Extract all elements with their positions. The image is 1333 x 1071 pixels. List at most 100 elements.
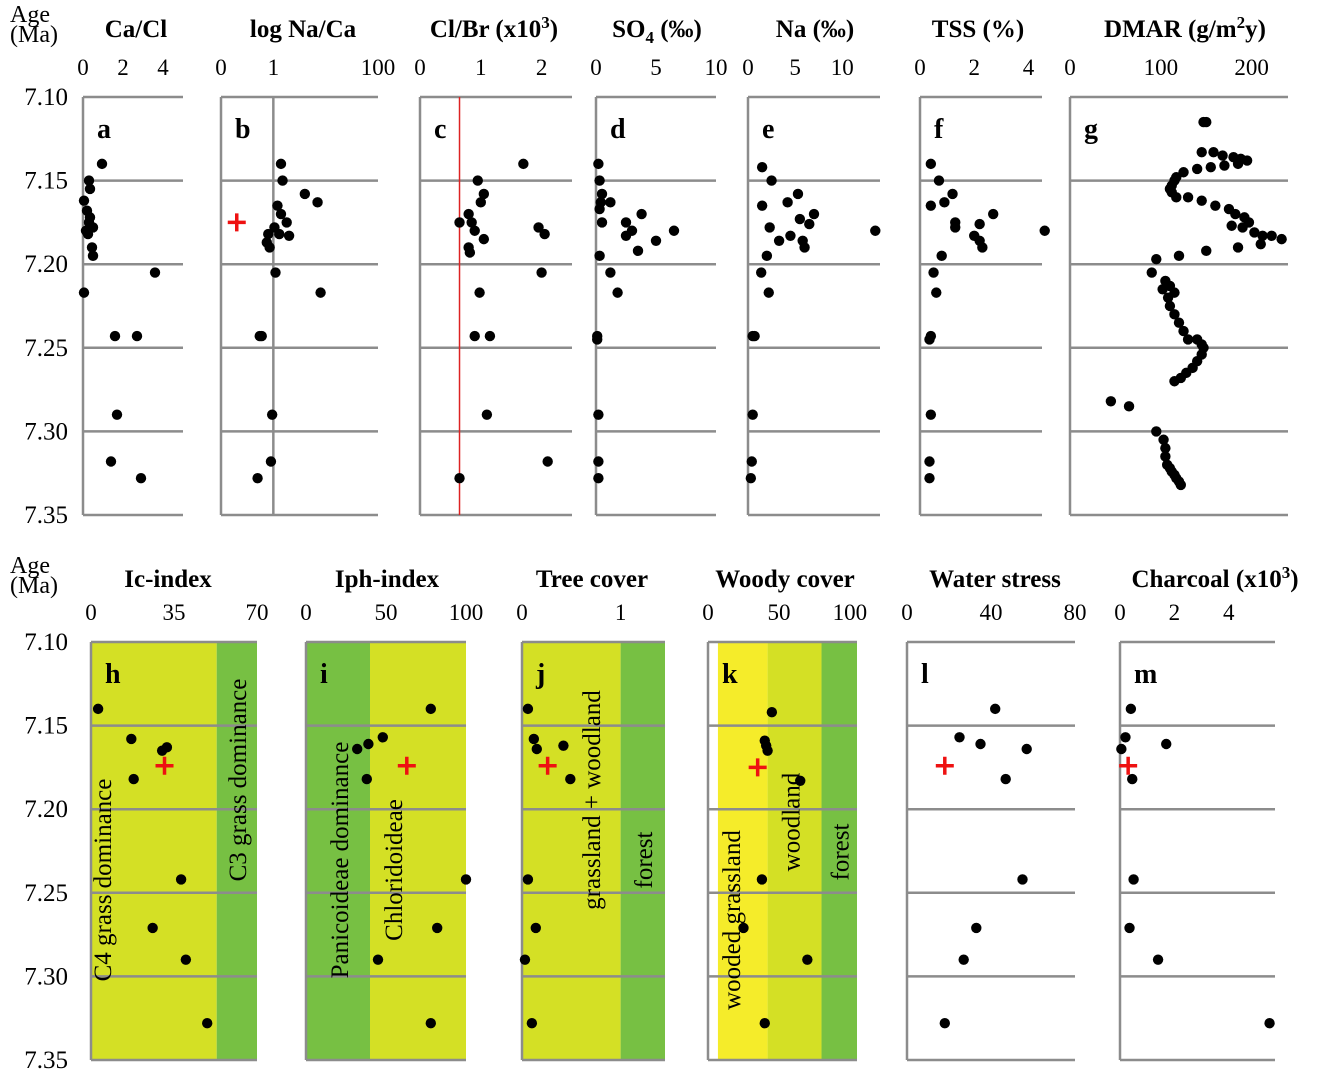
- data-point: [202, 1018, 213, 1029]
- data-point: [1182, 192, 1194, 203]
- title-tail: y): [1245, 16, 1266, 43]
- x-tick-label: 0: [742, 55, 754, 80]
- panel-letter: m: [1134, 659, 1157, 690]
- data-point: [1208, 146, 1219, 158]
- x-tick-label: 2: [117, 55, 129, 80]
- data-point: [947, 188, 958, 200]
- data-point: [82, 228, 94, 240]
- data-point: [454, 473, 465, 484]
- data-point: [766, 175, 777, 186]
- panel-letter: h: [105, 659, 121, 690]
- data-point: [650, 235, 662, 246]
- title-tail: ): [550, 16, 558, 43]
- data-point: [126, 733, 137, 745]
- title-text: Iph-index: [335, 566, 440, 593]
- x-tick-label: 0: [300, 600, 312, 625]
- panel-letter: e: [762, 114, 774, 145]
- data-point: [1162, 292, 1174, 303]
- title-text: Woody cover: [715, 566, 855, 593]
- data-point: [936, 250, 947, 262]
- data-point: [531, 743, 542, 755]
- data-point: [596, 188, 608, 200]
- data-point: [925, 409, 937, 420]
- data-point: [1127, 773, 1138, 785]
- title-text: Water stress: [929, 566, 1061, 593]
- data-point: [522, 874, 534, 885]
- data-point: [1120, 732, 1131, 743]
- data-point: [1241, 155, 1253, 166]
- data-point: [593, 456, 604, 467]
- data-point: [87, 250, 99, 262]
- data-point: [1039, 225, 1050, 236]
- data-point: [933, 175, 945, 186]
- y-tick-label: 7.10: [24, 629, 68, 656]
- x-tick-label: 100: [361, 55, 396, 80]
- data-point: [620, 230, 632, 241]
- data-point: [1105, 396, 1117, 407]
- data-point: [593, 158, 604, 170]
- data-point: [128, 773, 139, 785]
- zone-label: Panicoideae dominance: [327, 742, 354, 979]
- y-tick-label: 7.15: [24, 713, 68, 740]
- data-point: [762, 745, 773, 756]
- data-point: [1217, 150, 1228, 161]
- panel-title: Woody cover: [715, 566, 855, 593]
- zone-h-1: [216, 642, 257, 1060]
- data-point: [1124, 922, 1135, 934]
- data-point: [78, 287, 90, 298]
- panel-title: log Na/Ca: [250, 16, 357, 43]
- data-point: [1219, 160, 1230, 171]
- data-point: [988, 208, 999, 220]
- data-point: [484, 330, 496, 342]
- data-point: [149, 267, 161, 278]
- title-text: log Na/Ca: [250, 16, 357, 43]
- red-cross-marker: [227, 213, 246, 232]
- x-tick-label: 50: [375, 600, 398, 625]
- y-axis-label: (Ma): [10, 573, 58, 599]
- data-point: [593, 473, 604, 484]
- data-point: [1175, 479, 1187, 491]
- data-point: [270, 267, 281, 278]
- data-point: [266, 409, 278, 420]
- data-point: [928, 267, 939, 278]
- x-tick-label: 1: [475, 55, 487, 80]
- x-tick-label: 0: [516, 600, 528, 625]
- data-point: [1230, 208, 1241, 220]
- data-point: [1201, 245, 1212, 257]
- data-point: [180, 954, 192, 965]
- panel-title: SO4 (‰): [612, 16, 702, 47]
- data-point: [135, 473, 147, 484]
- data-point: [274, 228, 285, 240]
- data-point: [974, 218, 985, 230]
- data-point: [1249, 227, 1260, 238]
- y-tick-label: 7.20: [24, 796, 68, 823]
- data-point: [785, 230, 796, 241]
- data-point: [464, 247, 476, 258]
- data-point: [1264, 1018, 1275, 1029]
- data-point: [975, 738, 986, 750]
- panel-letter: l: [921, 659, 929, 690]
- zone-label: wooded grassland: [719, 830, 746, 1010]
- red-cross-marker: [155, 756, 174, 775]
- data-point: [478, 233, 490, 245]
- data-point: [1226, 220, 1237, 231]
- data-point: [1000, 773, 1011, 785]
- zone-label: C4 grass dominance: [90, 779, 117, 982]
- data-point: [315, 287, 326, 298]
- data-point: [766, 707, 778, 718]
- data-point: [425, 1018, 436, 1029]
- data-point: [1191, 163, 1203, 175]
- title-superscript: 3: [541, 13, 550, 32]
- data-point: [1164, 300, 1176, 312]
- panel-title: DMAR (g/m2y): [1104, 13, 1266, 43]
- data-point: [971, 922, 982, 934]
- x-tick-label: 5: [789, 55, 801, 80]
- panel-title: Ic-index: [124, 566, 212, 593]
- data-point: [1276, 233, 1287, 245]
- data-point: [565, 773, 576, 785]
- data-point: [425, 703, 436, 715]
- x-tick-label: 80: [1064, 600, 1087, 625]
- data-point: [263, 228, 274, 240]
- data-point: [475, 197, 486, 208]
